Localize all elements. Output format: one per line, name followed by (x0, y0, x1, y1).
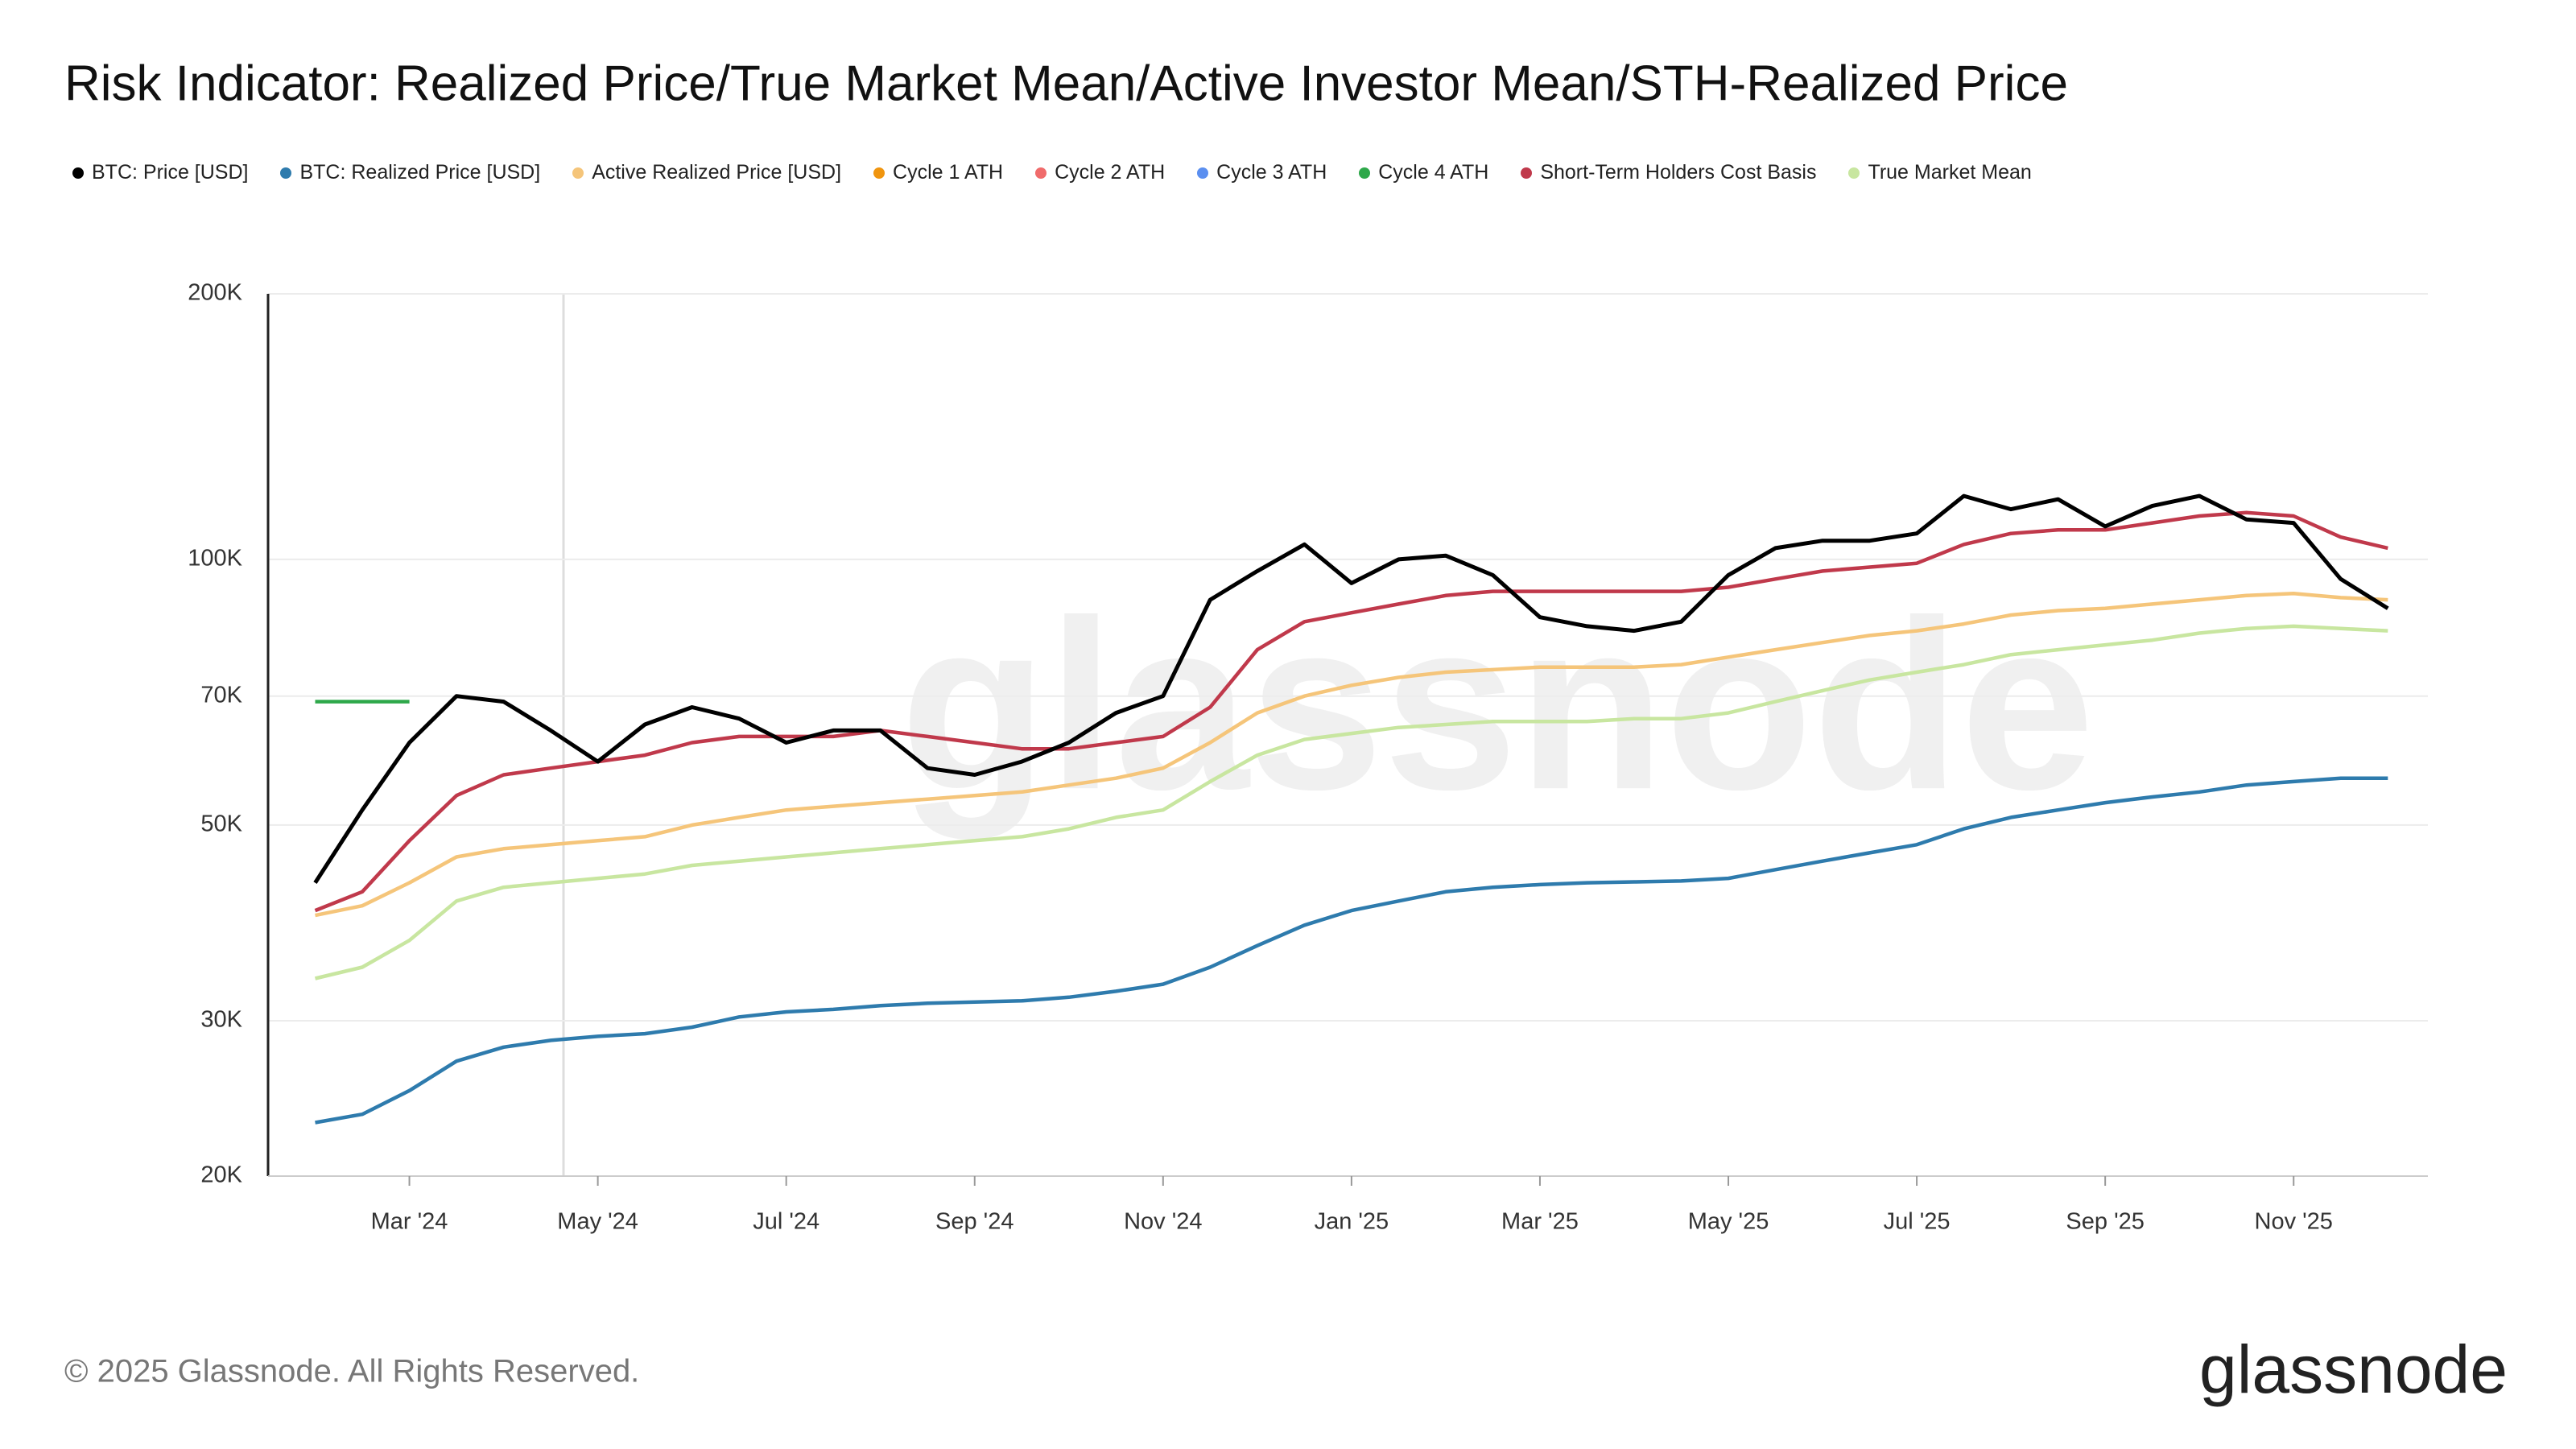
legend-swatch (280, 167, 292, 179)
legend-label: BTC: Realized Price [USD] (299, 161, 541, 184)
brand-logo: glassnode (2199, 1331, 2508, 1407)
legend-label: Active Realized Price [USD] (592, 161, 842, 184)
legend-item[interactable]: Active Realized Price [USD] (572, 161, 841, 184)
chart-title: Risk Indicator: Realized Price/True Mark… (64, 56, 2068, 111)
x-tick-label: Sep '25 (2066, 1209, 2144, 1235)
x-tick-label: Nov '25 (2255, 1209, 2333, 1235)
x-tick-label: May '25 (1688, 1209, 1769, 1235)
series-line (313, 493, 2389, 884)
x-tick-label: May '24 (557, 1209, 638, 1235)
legend-item[interactable]: BTC: Realized Price [USD] (280, 161, 540, 184)
x-tick-label: Mar '25 (1501, 1209, 1579, 1235)
series-line (314, 624, 2388, 980)
legend-item[interactable]: Cycle 3 ATH (1197, 161, 1327, 184)
legend-label: Cycle 1 ATH (893, 161, 1004, 184)
x-tick-label: Sep '24 (935, 1209, 1013, 1235)
x-tick-label: Jul '25 (1884, 1209, 1951, 1235)
legend-swatch (572, 167, 584, 179)
legend-swatch (1359, 167, 1371, 179)
y-tick-label: 20K (200, 1162, 242, 1188)
legend-item[interactable]: Cycle 4 ATH (1359, 161, 1488, 184)
legend-swatch (1035, 167, 1047, 179)
y-tick-label: 200K (188, 280, 242, 306)
plot-area: 20K 30K 50K 70K 100K 200K Mar '24 May '24 Jul '2… (188, 280, 2428, 1235)
y-tick-label: 50K (200, 811, 242, 837)
series-line (314, 510, 2388, 913)
legend-label: BTC: Price [USD] (92, 161, 249, 184)
legend-label: Cycle 2 ATH (1055, 161, 1166, 184)
legend: BTC: Price [USD] BTC: Realized Price [USD… (72, 161, 2032, 184)
legend-label: Short-Term Holders Cost Basis (1540, 161, 1817, 184)
legend-label: Cycle 4 ATH (1378, 161, 1489, 184)
legend-swatch (873, 167, 886, 179)
legend-item[interactable]: Short-Term Holders Cost Basis (1521, 161, 1816, 184)
watermark: glassnode (900, 569, 2095, 841)
legend-swatch (1197, 167, 1209, 179)
x-tick-label: Nov '24 (1124, 1209, 1202, 1235)
legend-label: True Market Mean (1868, 161, 2032, 184)
series-line (315, 591, 2388, 918)
legend-swatch (1848, 167, 1860, 179)
y-tick-label: 100K (188, 546, 242, 572)
x-tick-label: Mar '24 (371, 1209, 448, 1235)
legend-item[interactable]: Cycle 1 ATH (873, 161, 1003, 184)
x-tick-label: Jan '25 (1315, 1209, 1389, 1235)
legend-label: Cycle 3 ATH (1216, 161, 1327, 184)
legend-item[interactable]: Cycle 2 ATH (1035, 161, 1165, 184)
legend-item[interactable]: BTC: Price [USD] (72, 161, 248, 184)
y-tick-label: 70K (200, 682, 242, 708)
x-tick-label: Jul '24 (753, 1209, 819, 1235)
legend-swatch (1521, 167, 1533, 179)
y-tick-label: 30K (200, 1007, 242, 1033)
series-line (315, 776, 2388, 1125)
footer: © 2025 Glassnode. All Rights Reserved. (64, 1354, 639, 1389)
legend-swatch (72, 167, 84, 179)
legend-item[interactable]: True Market Mean (1848, 161, 2032, 184)
